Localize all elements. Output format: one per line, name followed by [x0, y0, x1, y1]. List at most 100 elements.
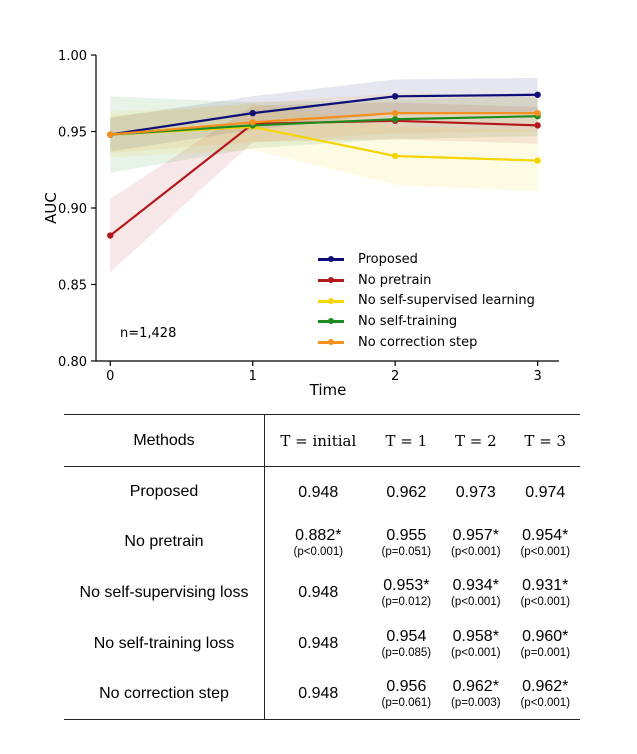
- legend-entry-3: No self-training: [318, 311, 535, 332]
- auc-cell: 0.948: [265, 467, 372, 518]
- series-line-3: [110, 115, 538, 136]
- legend-label: Proposed: [358, 251, 418, 267]
- auc-value: 0.956: [386, 678, 427, 696]
- p-value: (p=0.012): [381, 596, 432, 609]
- auc-value: 0.974: [525, 483, 566, 501]
- legend-label: No self-supervised learning: [358, 293, 535, 309]
- series-line-4: [110, 112, 538, 136]
- header-t3: T = 3: [510, 414, 580, 467]
- table-row: No pretrain 0.882* (p<0.001) 0.955 (p=0.051)…: [64, 517, 580, 568]
- header-t2: T = 2: [441, 414, 511, 467]
- table-row: Proposed 0.948 0.962 0.973 0.974: [64, 466, 580, 518]
- p-value: (p<0.001): [451, 545, 501, 558]
- p-value: (p=0.085): [381, 647, 432, 660]
- header-methods: Methods: [64, 414, 265, 467]
- auc-cell: 0.960* (p=0.001): [511, 618, 580, 669]
- auc-cell: 0.962* (p=0.003): [441, 668, 511, 720]
- x-axis-label: Time: [309, 381, 347, 399]
- method-name: Proposed: [64, 466, 265, 518]
- auc-cell: 0.948: [265, 568, 372, 619]
- table-row: No correction step 0.948 0.956 (p=0.061) 0.9…: [64, 668, 580, 720]
- auc-value: 0.960*: [522, 628, 569, 646]
- auc-cell: 0.948: [264, 668, 372, 720]
- auc-cell: 0.948: [265, 618, 372, 669]
- p-value: (p=0.061): [381, 697, 432, 710]
- legend-entry-2: No self-supervised learning: [318, 290, 535, 311]
- auc-line-chart: 0.80 0.85 0.90 0.95 1.00 0 1 2 3 AUC Time: [42, 49, 559, 399]
- y-tick-label: 0.90: [58, 202, 87, 217]
- auc-value: 0.948: [298, 584, 339, 602]
- p-value: (p=0.003): [451, 697, 501, 710]
- auc-value: 0.931*: [522, 577, 569, 595]
- ci-band-3: [110, 96, 538, 173]
- series-point-4-3: [534, 109, 541, 117]
- auc-value: 0.962: [386, 483, 427, 501]
- legend-entry-4: No correction step: [318, 332, 535, 353]
- p-value: (p<0.001): [293, 545, 344, 558]
- method-name: No self-supervising loss: [64, 567, 265, 619]
- auc-value: 0.948: [298, 635, 339, 653]
- method-name: No self-training loss: [64, 618, 265, 669]
- series-point-4-1: [249, 119, 256, 126]
- x-tick-label: 1: [249, 369, 257, 384]
- series-point-3-2: [391, 116, 399, 123]
- method-name: No pretrain: [64, 517, 265, 568]
- auc-cell: 0.954* (p<0.001): [511, 517, 580, 568]
- legend-label: No correction step: [358, 334, 478, 350]
- auc-value: 0.954*: [522, 526, 569, 544]
- series-line-0: [110, 93, 538, 136]
- auc-cell: 0.962* (p<0.001): [510, 668, 580, 720]
- legend-entry-1: No pretrain: [318, 270, 535, 291]
- auc-cell: 0.973: [441, 467, 510, 518]
- table-row: No self-training loss 0.948 0.954 (p=0.085)…: [64, 618, 580, 669]
- p-value: (p=0.051): [381, 545, 432, 558]
- series-point-0-2: [391, 93, 399, 100]
- p-value: (p<0.001): [451, 647, 501, 660]
- legend-entry-0: Proposed: [318, 249, 535, 270]
- p-value: (p<0.001): [451, 596, 501, 609]
- header-t1: T = 1: [371, 414, 442, 467]
- auc-cell: 0.955 (p=0.051): [372, 517, 441, 568]
- table-row: No self-supervising loss 0.948 0.953* (p=0.…: [64, 567, 580, 619]
- auc-cell: 0.957* (p<0.001): [441, 517, 510, 568]
- auc-value: 0.962*: [522, 678, 569, 696]
- auc-cell: 0.882* (p<0.001): [265, 517, 372, 568]
- auc-value: 0.954: [386, 628, 427, 646]
- p-value: (p<0.001): [520, 697, 571, 710]
- p-value: (p=0.001): [520, 647, 571, 660]
- header-t-initial: T = initial: [264, 414, 372, 467]
- x-tick-label: 2: [391, 369, 399, 384]
- auc-value: 0.962*: [452, 678, 499, 696]
- series-point-4-0: [107, 131, 114, 138]
- auc-value: 0.957*: [452, 526, 499, 544]
- auc-value: 0.953*: [383, 577, 430, 595]
- legend-swatch: [318, 316, 344, 326]
- auc-cell: 0.956 (p=0.061): [371, 668, 442, 720]
- x-tick-label: 0: [106, 369, 114, 384]
- auc-cell: 0.953* (p=0.012): [372, 568, 441, 619]
- p-value: (p<0.001): [520, 596, 571, 609]
- auc-cell: 0.974: [511, 467, 580, 518]
- sample-size-annotation: n=1,428: [120, 326, 177, 341]
- series-point-1-0: [107, 232, 114, 239]
- legend-swatch: [318, 254, 344, 264]
- legend-swatch: [318, 296, 344, 306]
- legend-swatch: [318, 337, 344, 347]
- p-value: (p<0.001): [520, 545, 571, 558]
- auc-value: 0.882*: [295, 526, 342, 544]
- auc-value: 0.955: [386, 526, 427, 544]
- auc-cell: 0.958* (p<0.001): [441, 618, 510, 669]
- auc-cell: 0.954 (p=0.085): [372, 618, 441, 669]
- series-point-1-3: [534, 122, 541, 129]
- series-point-0-3: [534, 91, 541, 98]
- legend-swatch: [318, 275, 344, 285]
- legend-label: No pretrain: [358, 272, 432, 288]
- auc-value: 0.958*: [452, 628, 499, 646]
- auc-value: 0.973: [455, 483, 496, 501]
- y-tick-label: 0.95: [58, 126, 87, 141]
- auc-value: 0.948: [298, 685, 339, 703]
- method-name: No correction step: [64, 668, 265, 720]
- series-point-4-2: [391, 109, 399, 117]
- legend-label: No self-training: [358, 313, 458, 329]
- y-tick-label: 0.85: [58, 279, 87, 294]
